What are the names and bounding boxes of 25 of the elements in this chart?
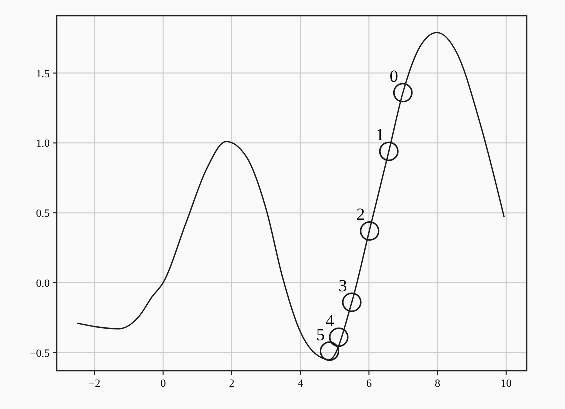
y-tick-label: −0.5: [30, 348, 50, 360]
annotation: 5: [316, 325, 325, 344]
point: [329, 328, 349, 348]
y-tick-label: 1.0: [36, 138, 50, 150]
point: [342, 292, 362, 312]
annotation: 1: [376, 126, 384, 145]
x-tick-label: 2: [229, 378, 235, 390]
annotation: 3: [338, 276, 348, 296]
x-tick-label: 4: [298, 378, 304, 390]
y-tick-label: 0.0: [36, 278, 50, 290]
x-tick-label: 6: [366, 378, 372, 390]
annotation: 0: [390, 66, 398, 86]
y-tick-label: 1.5: [36, 68, 50, 80]
point: [379, 142, 399, 162]
x-tick-label: 8: [435, 378, 442, 390]
y-tick-label: 0.5: [36, 208, 50, 220]
annotation: 2: [356, 205, 366, 224]
x-tick-label: −2: [88, 378, 101, 390]
x-tick-label: 10: [500, 378, 512, 390]
annotation: 4: [326, 311, 335, 330]
line-series: [76, 32, 506, 360]
point: [393, 83, 413, 103]
point: [360, 221, 380, 241]
x-tick-label: 0: [160, 378, 167, 390]
point: [320, 342, 340, 362]
